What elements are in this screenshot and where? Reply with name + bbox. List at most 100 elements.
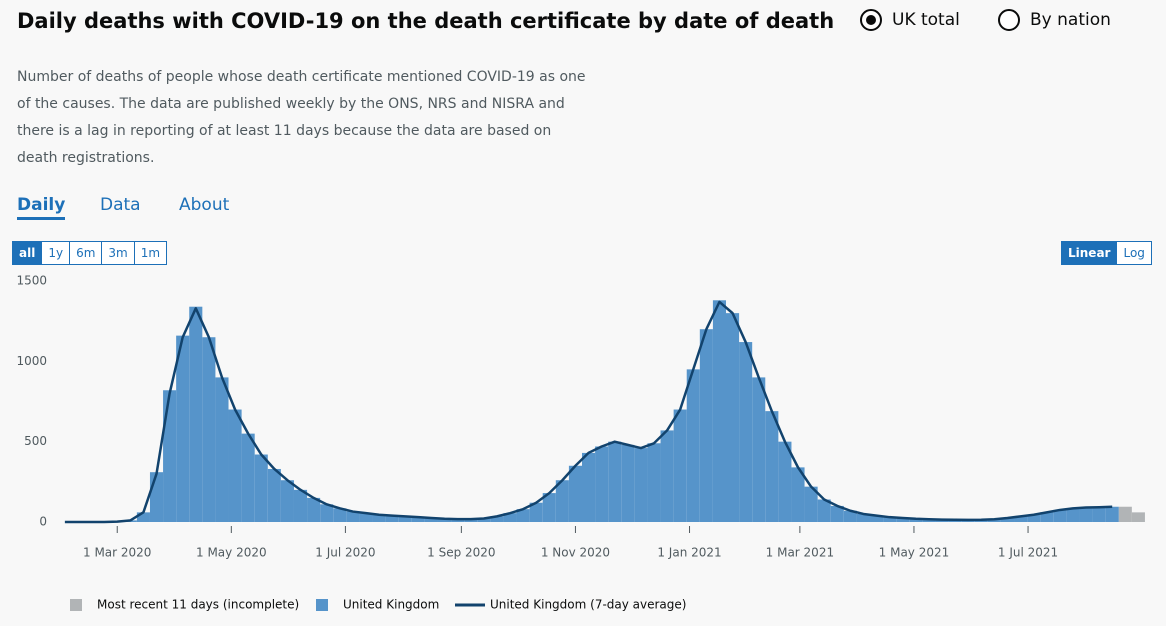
bar (870, 515, 884, 522)
x-tick-label: 1 May 2020 (196, 546, 267, 560)
scale-button[interactable]: Log (1117, 242, 1151, 264)
radio-label: By nation (1030, 10, 1111, 30)
tab[interactable]: About (179, 195, 230, 215)
bar (372, 514, 386, 522)
bar (202, 337, 216, 522)
bar (922, 519, 936, 522)
bar (333, 508, 347, 522)
x-tick-label: 1 Mar 2020 (83, 546, 151, 560)
bar (686, 369, 700, 522)
bar (987, 519, 1001, 522)
bar (293, 489, 308, 522)
x-tick-label: 1 Jan 2021 (657, 546, 721, 560)
radio-uk[interactable]: UK total (860, 9, 960, 31)
y-tick-label: 1000 (16, 354, 47, 368)
bar (739, 342, 753, 522)
bar (189, 306, 203, 522)
bar (385, 515, 399, 522)
bar (621, 444, 635, 522)
y-tick-label: 0 (39, 515, 47, 529)
bar (176, 335, 190, 522)
legend-swatch (70, 599, 82, 611)
scale-button[interactable]: Linear (1062, 242, 1118, 264)
bar (673, 409, 687, 522)
bar (542, 493, 556, 522)
bar (568, 465, 582, 522)
x-tick-label: 1 Sep 2020 (427, 546, 495, 560)
range-buttons: all 1y 6m 3m 1m (12, 241, 168, 265)
chart: 0 500 1000 1500 1 Mar 2020 1 May 2020 1 Jul 20… (16, 274, 1145, 612)
bar (1105, 506, 1119, 522)
bar (791, 467, 805, 522)
x-tick-label: 1 May 2021 (879, 546, 950, 560)
bar (529, 502, 543, 522)
y-tick-label: 500 (24, 434, 47, 448)
bar (490, 516, 504, 522)
radio-nation[interactable]: By nation (998, 9, 1111, 31)
range-button[interactable]: 3m (102, 242, 135, 264)
scale-buttons: Linear Log (1061, 241, 1152, 265)
bar (726, 313, 740, 522)
x-tick-label: 1 Jul 2021 (998, 546, 1058, 560)
bar (843, 510, 857, 522)
legend-label: United Kingdom (7-day average) (490, 598, 686, 612)
bar (241, 433, 255, 522)
bar (804, 486, 818, 522)
bar (503, 513, 517, 522)
bar (1066, 508, 1080, 522)
bar (1014, 516, 1028, 522)
bar (149, 472, 164, 522)
range-button[interactable]: 6m (70, 242, 103, 264)
bar (581, 452, 596, 522)
bar (267, 468, 281, 522)
bar (346, 511, 360, 522)
bar (163, 390, 177, 522)
bar (228, 409, 242, 522)
bar (280, 480, 294, 522)
bar (320, 504, 334, 522)
bar (411, 517, 425, 522)
bar (136, 512, 150, 522)
bar (1053, 509, 1067, 522)
bar (464, 519, 478, 522)
bar (359, 513, 373, 522)
bar (254, 454, 268, 522)
legend-label: United Kingdom (343, 598, 439, 612)
bar (699, 329, 713, 522)
bar (712, 300, 727, 522)
x-tick-label: 1 Mar 2021 (766, 546, 834, 560)
bar (778, 441, 792, 522)
bar (765, 411, 779, 522)
bar (1118, 506, 1132, 522)
bar (817, 499, 831, 522)
bar (437, 518, 452, 522)
x-tick-label: 1 Jul 2020 (315, 546, 375, 560)
bar (1040, 512, 1054, 522)
bar (752, 377, 766, 522)
line (64, 300, 1113, 524)
bar (307, 497, 321, 522)
bar (660, 430, 674, 522)
bar (477, 518, 491, 522)
tab[interactable]: Data (100, 195, 141, 215)
bar (595, 446, 609, 522)
bar (1092, 507, 1106, 522)
bar (909, 518, 923, 522)
bar (647, 443, 661, 522)
bar (856, 513, 871, 522)
range-button[interactable]: all (13, 242, 43, 264)
tab[interactable]: Daily (17, 195, 66, 220)
bar (634, 448, 648, 522)
bar (883, 517, 897, 522)
range-button[interactable]: 1y (42, 242, 71, 264)
bar (1027, 514, 1041, 522)
title: Daily deaths with COVID-19 on the death … (17, 9, 835, 33)
bar (424, 517, 438, 522)
range-button[interactable]: 1m (134, 242, 167, 264)
y-tick-label: 1500 (16, 274, 47, 288)
x-tick-label: 1 Nov 2020 (541, 546, 610, 560)
bar (608, 441, 622, 522)
bar (398, 516, 412, 522)
bar (215, 377, 229, 522)
